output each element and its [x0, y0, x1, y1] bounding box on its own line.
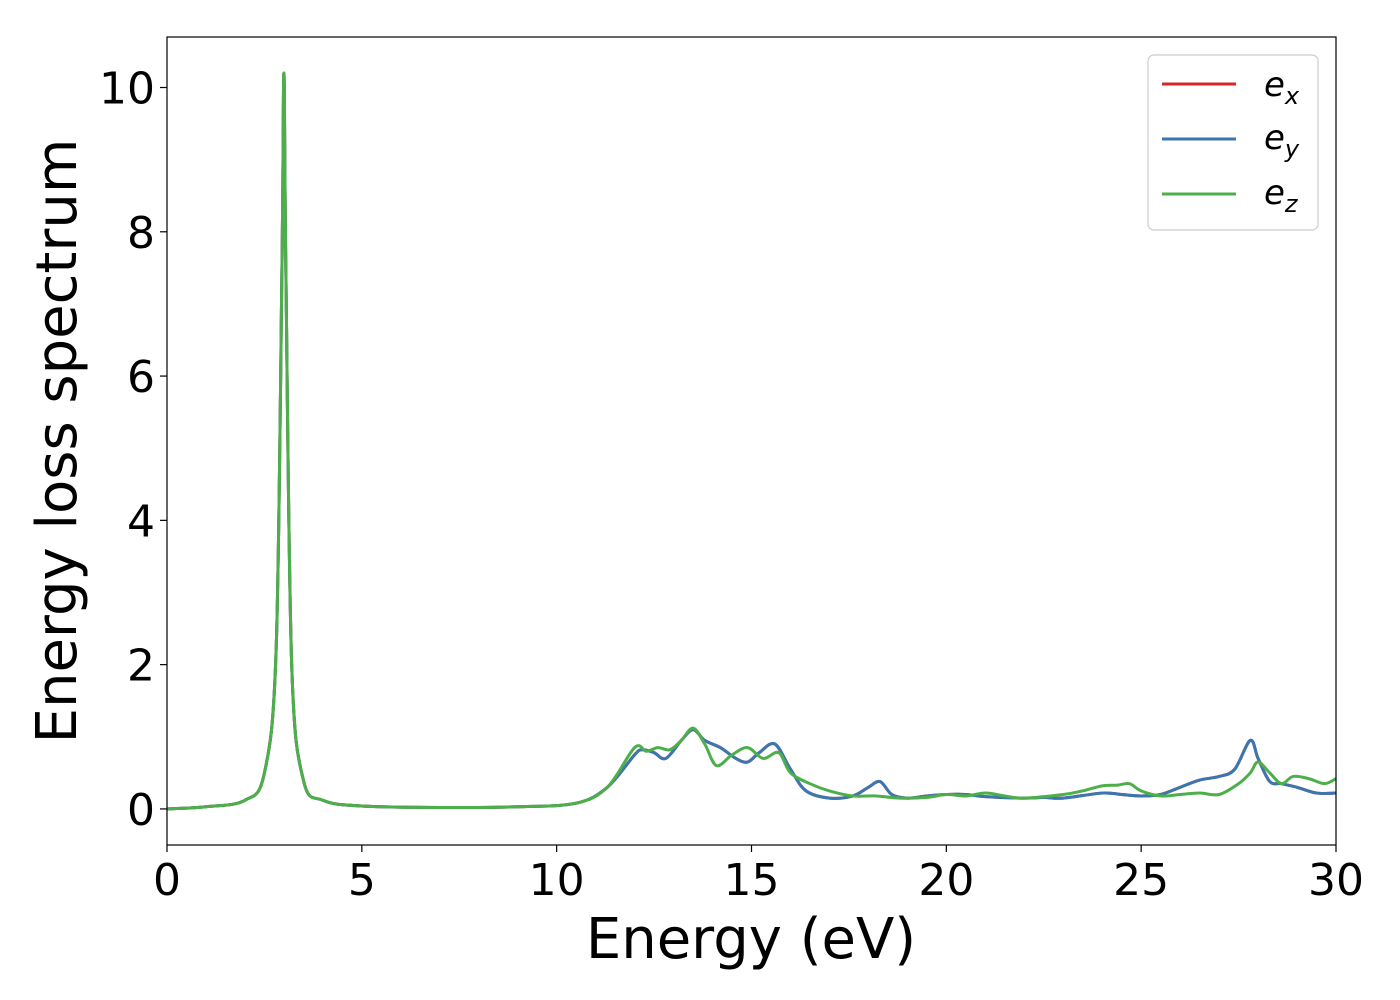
legend-label-ex-sub: x: [1284, 82, 1300, 110]
y-tick-label: 10: [99, 64, 155, 115]
legend-label-ey-sub: y: [1284, 135, 1300, 163]
series-line-ez: [166, 71, 1337, 811]
legend-label-ez-sub: z: [1284, 190, 1299, 218]
legend-label-ez-base: e: [1264, 173, 1285, 213]
x-axis-ticks: 0 5 10 15 20 25 30: [153, 845, 1364, 906]
x-tick-label: 30: [1308, 855, 1364, 906]
y-tick-label: 0: [127, 785, 155, 836]
x-tick-label: 20: [918, 855, 974, 906]
y-tick-label: 2: [127, 641, 155, 692]
x-tick-label: 10: [529, 855, 585, 906]
legend: ex ey ez: [1147, 54, 1319, 231]
y-tick-label: 8: [127, 208, 155, 259]
y-tick-label: 6: [127, 352, 155, 403]
y-axis-ticks: 0 2 4 6 8 10: [99, 64, 167, 836]
legend-box: [1147, 54, 1319, 231]
series-layer: [166, 71, 1337, 811]
y-axis-title: Energy loss spectrum: [25, 139, 90, 744]
legend-label-ey-base: e: [1264, 118, 1285, 158]
legend-label-ex-base: e: [1264, 65, 1285, 105]
legend-label-ey: ey: [1264, 118, 1300, 163]
plot-background: [167, 37, 1336, 845]
x-axis-title: Energy (eV): [586, 907, 916, 972]
x-tick-label: 5: [348, 855, 376, 906]
x-tick-label: 25: [1113, 855, 1169, 906]
y-tick-label: 4: [127, 496, 155, 547]
legend-label-ex: ex: [1264, 65, 1300, 110]
x-tick-label: 15: [724, 855, 780, 906]
legend-label-ez: ez: [1264, 173, 1299, 218]
x-tick-label: 0: [153, 855, 181, 906]
